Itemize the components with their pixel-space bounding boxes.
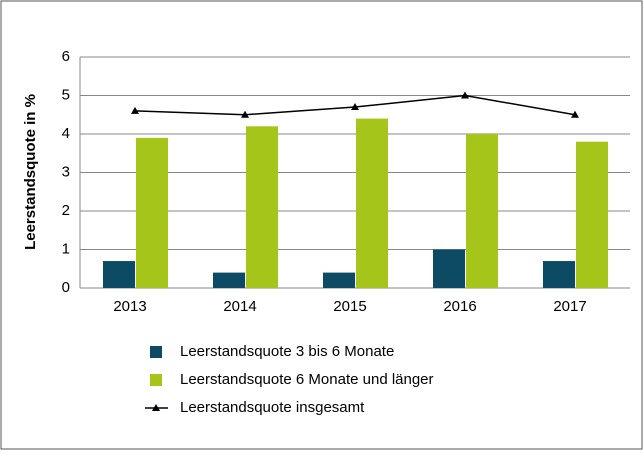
- x-tick-label: 2013: [113, 298, 146, 315]
- legend-label: Leerstandsquote 6 Monate und länger: [180, 371, 434, 388]
- bar: [246, 126, 278, 288]
- y-tick-label: 6: [62, 48, 70, 65]
- legend-label: Leerstandsquote insgesamt: [180, 399, 365, 416]
- bar: [103, 261, 135, 288]
- legend-label: Leerstandsquote 3 bis 6 Monate: [180, 343, 394, 360]
- x-tick-label: 2015: [333, 298, 366, 315]
- y-tick-label: 3: [62, 163, 70, 180]
- y-tick-label: 4: [62, 125, 70, 142]
- bar: [576, 141, 608, 288]
- line-marker: [351, 103, 359, 111]
- legend-swatch: [150, 374, 162, 386]
- line-marker: [461, 91, 469, 99]
- y-tick-label: 2: [62, 202, 70, 219]
- bar: [433, 249, 465, 288]
- legend-swatch: [150, 346, 162, 358]
- bar: [356, 118, 388, 288]
- x-tick-label: 2016: [443, 298, 476, 315]
- line-marker: [571, 110, 579, 118]
- bar: [543, 261, 575, 288]
- y-tick-label: 0: [62, 279, 70, 296]
- y-tick-label: 1: [62, 240, 70, 257]
- y-axis-label: Leerstandsquote in %: [22, 94, 39, 250]
- x-tick-label: 2017: [553, 298, 586, 315]
- line-marker: [241, 110, 249, 118]
- y-tick-label: 5: [62, 86, 70, 103]
- bar: [136, 137, 168, 288]
- x-tick-label: 2014: [223, 298, 256, 315]
- bar: [213, 272, 245, 288]
- bar: [323, 272, 355, 288]
- legend-marker: [152, 404, 160, 411]
- bar: [466, 134, 498, 288]
- line-marker: [131, 106, 139, 114]
